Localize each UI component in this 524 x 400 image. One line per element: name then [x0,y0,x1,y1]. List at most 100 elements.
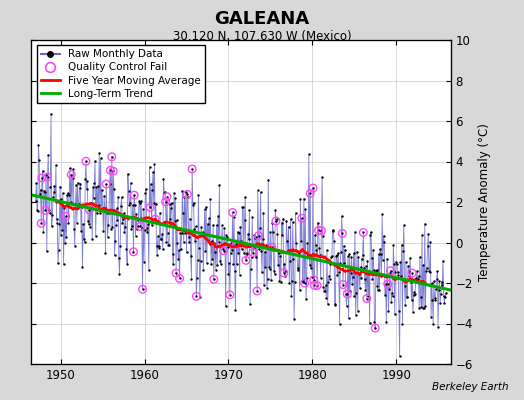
Point [216,258,224,264]
Point [347,254,356,260]
Point [166,201,174,208]
Point [423,242,432,249]
Point [254,232,263,239]
Point [425,269,434,275]
Point [213,262,222,268]
Point [40,187,48,194]
Point [426,238,434,245]
Point [230,214,238,221]
Point [194,192,203,198]
Point [137,198,145,204]
Point [309,185,317,191]
Point [166,216,174,223]
Point [307,265,315,271]
Point [316,275,325,281]
Point [126,200,134,206]
Point [38,175,46,181]
Point [75,201,83,208]
Point [201,248,210,254]
Point [102,181,111,187]
Point [174,247,183,253]
Point [263,284,271,291]
Point [117,203,125,209]
Point [187,253,195,260]
Point [43,174,52,180]
Point [232,241,241,248]
Point [42,248,51,254]
Point [422,268,430,274]
Point [203,220,212,227]
Point [32,180,40,187]
Point [318,174,326,180]
Point [249,249,257,256]
Point [409,292,418,298]
Point [41,207,50,214]
Point [316,252,324,258]
Point [429,321,438,327]
Point [119,216,127,222]
Point [378,211,386,217]
Point [39,228,48,235]
Point [189,202,197,208]
Point [231,268,239,274]
Point [341,246,350,253]
Point [124,170,132,177]
Point [273,231,281,237]
Point [167,204,176,211]
Point [172,216,181,223]
Point [62,234,71,240]
Point [251,235,259,241]
Point [102,181,111,187]
Point [149,169,157,175]
Point [170,218,179,224]
Point [130,192,138,198]
Point [130,202,139,208]
Point [339,281,347,288]
Point [50,183,59,190]
Point [331,302,340,308]
Point [321,282,330,288]
Point [340,259,348,266]
Point [239,250,248,256]
Point [227,240,235,246]
Point [344,315,353,321]
Point [232,241,241,248]
Point [372,268,380,274]
Point [118,220,126,226]
Point [46,184,54,190]
Point [142,186,150,192]
Point [88,204,96,210]
Point [76,180,84,187]
Text: GALEANA: GALEANA [214,10,310,28]
Point [371,325,379,331]
Point [204,238,212,244]
Point [43,174,52,180]
Point [249,249,257,256]
Point [304,151,313,158]
Point [80,239,89,245]
Point [421,303,430,309]
Point [268,220,277,226]
Point [436,291,445,298]
Point [96,210,104,217]
Point [151,216,159,222]
Point [336,260,344,266]
Point [430,295,439,302]
Point [291,210,300,216]
Point [35,157,43,163]
Point [168,200,176,206]
Point [344,253,352,260]
Point [352,312,360,318]
Point [352,290,361,296]
Point [193,257,202,264]
Point [172,270,180,276]
Point [202,204,210,210]
Point [37,220,46,226]
Point [351,228,359,235]
Point [303,240,312,246]
Point [123,261,132,267]
Point [323,247,331,253]
Point [369,246,377,253]
Point [136,223,145,230]
Point [272,218,280,224]
